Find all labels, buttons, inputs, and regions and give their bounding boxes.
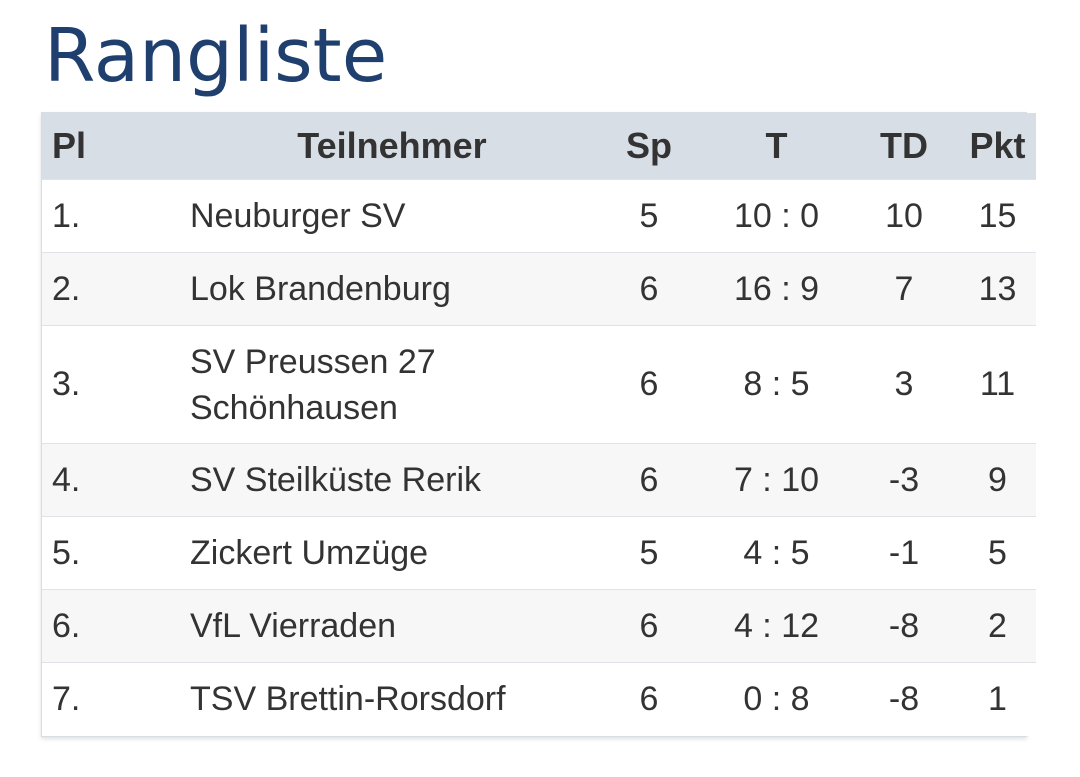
cell-pl: 7. xyxy=(42,662,190,736)
table-row[interactable]: 1. Neuburger SV 5 10 : 0 10 15 xyxy=(42,179,1036,253)
ranking-table: Pl Teilnehmer Sp T TD Pkt 1. Neuburger S… xyxy=(41,112,1036,737)
cell-t: 0 : 8 xyxy=(704,662,849,736)
table-row[interactable]: 7. TSV Brettin-Rorsdorf 6 0 : 8 -8 1 xyxy=(42,662,1036,736)
cell-pkt: 13 xyxy=(959,252,1036,326)
cell-sp: 6 xyxy=(594,252,704,326)
cell-t: 10 : 0 xyxy=(704,179,849,253)
cell-pkt: 1 xyxy=(959,662,1036,736)
cell-td: 3 xyxy=(849,325,959,444)
cell-pkt: 5 xyxy=(959,516,1036,590)
cell-t: 8 : 5 xyxy=(704,325,849,444)
cell-pl: 6. xyxy=(42,589,190,663)
table-body: 1. Neuburger SV 5 10 : 0 10 15 2. Lok Br… xyxy=(42,179,1036,736)
cell-sp: 5 xyxy=(594,179,704,253)
table-row[interactable]: 5. Zickert Umzüge 5 4 : 5 -1 5 xyxy=(42,516,1036,590)
cell-td: 7 xyxy=(849,252,959,326)
table-row[interactable]: 3. SV Preussen 27 Schönhausen 6 8 : 5 3 … xyxy=(42,325,1036,444)
header-pkt[interactable]: Pkt xyxy=(959,113,1036,180)
cell-teilnehmer[interactable]: TSV Brettin-Rorsdorf xyxy=(190,662,594,736)
table-row[interactable]: 2. Lok Brandenburg 6 16 : 9 7 13 xyxy=(42,252,1036,326)
cell-td: -8 xyxy=(849,662,959,736)
cell-td: -8 xyxy=(849,589,959,663)
cell-t: 4 : 12 xyxy=(704,589,849,663)
cell-pl: 1. xyxy=(42,179,190,253)
cell-sp: 6 xyxy=(594,443,704,517)
cell-td: -3 xyxy=(849,443,959,517)
table-header: Pl Teilnehmer Sp T TD Pkt xyxy=(42,113,1036,180)
page-title: Rangliste xyxy=(44,13,388,99)
table-row[interactable]: 4. SV Steilküste Rerik 6 7 : 10 -3 9 xyxy=(42,443,1036,517)
cell-teilnehmer[interactable]: Neuburger SV xyxy=(190,179,594,253)
header-pl[interactable]: Pl xyxy=(42,113,190,180)
cell-pl: 3. xyxy=(42,325,190,444)
cell-td: -1 xyxy=(849,516,959,590)
header-row: Pl Teilnehmer Sp T TD Pkt xyxy=(42,113,1036,180)
header-td[interactable]: TD xyxy=(849,113,959,180)
cell-sp: 6 xyxy=(594,325,704,444)
cell-teilnehmer[interactable]: SV Steilküste Rerik xyxy=(190,443,594,517)
cell-pl: 2. xyxy=(42,252,190,326)
cell-pkt: 2 xyxy=(959,589,1036,663)
cell-sp: 6 xyxy=(594,662,704,736)
cell-teilnehmer[interactable]: SV Preussen 27 Schönhausen xyxy=(190,325,594,444)
cell-t: 16 : 9 xyxy=(704,252,849,326)
cell-td: 10 xyxy=(849,179,959,253)
cell-pl: 5. xyxy=(42,516,190,590)
cell-sp: 6 xyxy=(594,589,704,663)
table-row[interactable]: 6. VfL Vierraden 6 4 : 12 -8 2 xyxy=(42,589,1036,663)
cell-t: 7 : 10 xyxy=(704,443,849,517)
header-t[interactable]: T xyxy=(704,113,849,180)
ranking-table-grid: Pl Teilnehmer Sp T TD Pkt 1. Neuburger S… xyxy=(42,113,1036,736)
cell-teilnehmer[interactable]: Zickert Umzüge xyxy=(190,516,594,590)
cell-pkt: 11 xyxy=(959,325,1036,444)
cell-teilnehmer[interactable]: VfL Vierraden xyxy=(190,589,594,663)
header-sp[interactable]: Sp xyxy=(594,113,704,180)
cell-pkt: 9 xyxy=(959,443,1036,517)
header-teilnehmer[interactable]: Teilnehmer xyxy=(190,113,594,180)
cell-teilnehmer[interactable]: Lok Brandenburg xyxy=(190,252,594,326)
cell-t: 4 : 5 xyxy=(704,516,849,590)
cell-pl: 4. xyxy=(42,443,190,517)
cell-pkt: 15 xyxy=(959,179,1036,253)
cell-sp: 5 xyxy=(594,516,704,590)
